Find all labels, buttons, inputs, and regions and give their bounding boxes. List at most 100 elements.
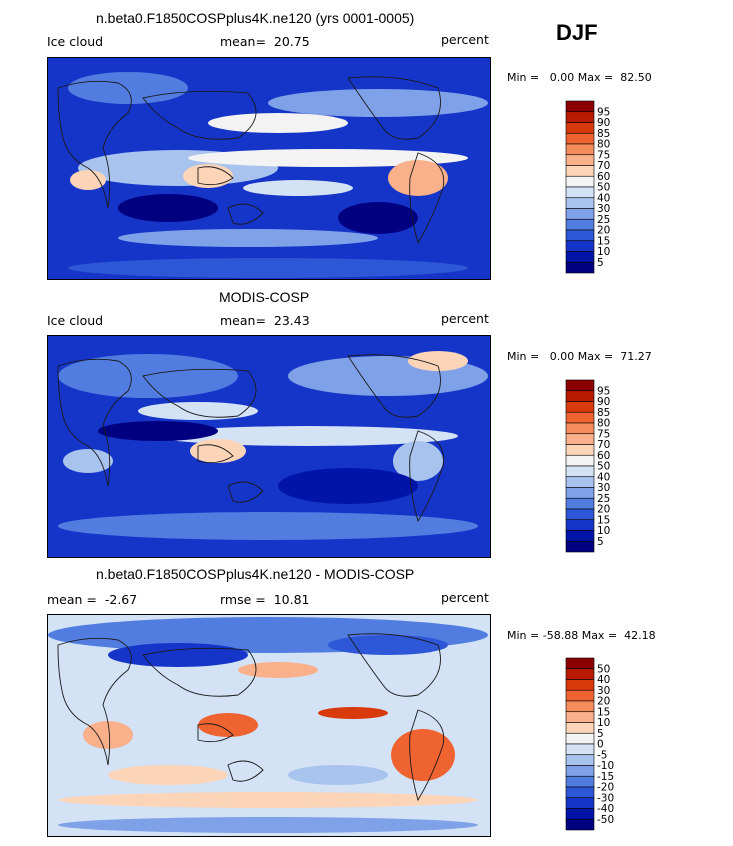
cloud-field — [118, 194, 218, 222]
difference-field — [288, 765, 388, 785]
colorbar-tick-label: -40 — [597, 803, 614, 815]
panel3-title: n.beta0.F1850COSPplus4K.ne120 - MODIS-CO… — [96, 566, 415, 582]
difference-field — [83, 721, 133, 749]
colorbar-swatch — [565, 444, 595, 456]
panel2-map — [47, 335, 491, 558]
cloud-field — [338, 202, 418, 234]
colorbar-swatch — [565, 818, 595, 831]
colorbar-swatch — [565, 433, 595, 445]
cloud-field — [188, 149, 468, 167]
colorbar-tick-label: 40 — [597, 674, 610, 686]
colorbar-tick-label: -15 — [597, 771, 614, 783]
panel3-mean: mean = -2.67 — [47, 592, 137, 607]
colorbar-swatch — [565, 465, 595, 478]
panel2-colorbar-swatches — [565, 379, 595, 553]
colorbar-tick-label: 75 — [597, 149, 610, 161]
cloud-field — [278, 468, 418, 504]
panel2-variable: Ice cloud — [47, 313, 104, 328]
colorbar-swatch — [565, 422, 595, 435]
panel1-minmax: Min = 0.00 Max = 82.50 — [507, 71, 652, 84]
panel1-title: n.beta0.F1850COSPplus4K.ne120 (yrs 0001-… — [96, 10, 415, 26]
colorbar-tick-label: 0 — [597, 739, 604, 751]
cloud-field — [208, 113, 348, 133]
colorbar-tick-label: 70 — [597, 160, 610, 172]
colorbar-swatch — [565, 540, 595, 553]
panel1-mean: mean= 20.75 — [220, 34, 310, 49]
colorbar-swatch — [565, 743, 595, 756]
panel2-title: MODIS-COSP — [219, 289, 310, 305]
colorbar-tick-label: 40 — [597, 471, 610, 483]
panel2-mean-label: mean= — [220, 313, 266, 328]
colorbar-swatch — [565, 100, 595, 113]
panel3-min-value: -58.88 — [542, 629, 579, 642]
coastlines — [57, 354, 445, 523]
colorbar-tick-label: 30 — [597, 685, 610, 697]
panel1-units: percent — [441, 32, 489, 47]
colorbar-swatch — [565, 401, 595, 413]
panel1-mean-label: mean= — [220, 34, 266, 49]
coastlines — [57, 76, 445, 245]
colorbar-tick-label: 90 — [597, 396, 610, 408]
difference-field — [108, 765, 228, 785]
colorbar-tick-label: 75 — [597, 428, 610, 440]
colorbar-swatch — [565, 689, 595, 702]
colorbar-swatch — [565, 487, 595, 499]
panel3-map — [47, 614, 491, 837]
colorbar-tick-label: 5 — [597, 257, 604, 269]
panel3-max-label: Max = — [581, 629, 618, 642]
colorbar-swatch — [565, 218, 595, 231]
colorbar-swatch — [565, 476, 595, 488]
panel3-minmax: Min = -58.88 Max = 42.18 — [507, 629, 656, 642]
panel1-map-svg — [48, 58, 490, 279]
colorbar-tick-label: -5 — [597, 749, 607, 761]
panel2-minmax: Min = 0.00 Max = 71.27 — [507, 350, 652, 363]
colorbar-tick-label: 30 — [597, 482, 610, 494]
panel2-min-value: 0.00 — [549, 350, 575, 363]
colorbar-swatch — [565, 175, 595, 188]
cloud-field — [388, 160, 448, 196]
colorbar-tick-label: 80 — [597, 418, 610, 430]
colorbar-swatch — [565, 411, 595, 424]
panel2-mean: mean= 23.43 — [220, 313, 310, 328]
cloud-field — [408, 351, 468, 371]
colorbar-swatch — [565, 508, 595, 521]
colorbar-tick-label: 10 — [597, 246, 610, 258]
colorbar-tick-label: 50 — [597, 461, 610, 473]
colorbar-tick-label: 60 — [597, 171, 610, 183]
colorbar-tick-label: -20 — [597, 782, 614, 794]
cloud-field — [268, 89, 488, 117]
colorbar-swatch — [565, 700, 595, 713]
colorbar-swatch — [565, 765, 595, 777]
coastlines — [57, 633, 445, 802]
cloud-field — [58, 512, 478, 540]
cloud-field — [393, 441, 443, 481]
colorbar-tick-label: -30 — [597, 792, 614, 804]
panel3-units: percent — [441, 590, 489, 605]
colorbar-tick-label: 85 — [597, 128, 610, 140]
season-label: DJF — [556, 20, 598, 45]
difference-field — [108, 643, 248, 667]
panel1-min-label: Min = — [507, 71, 540, 84]
colorbar-tick-label: 50 — [597, 182, 610, 194]
panel3-map-svg — [48, 615, 490, 836]
colorbar-swatch — [565, 122, 595, 134]
colorbar-swatch — [565, 454, 595, 467]
colorbar-tick-label: 20 — [597, 504, 610, 516]
cloud-field — [183, 164, 233, 188]
panel1-colorbar-swatches — [565, 100, 595, 274]
panel1-max-label: Max = — [577, 71, 614, 84]
colorbar-tick-label: 5 — [597, 728, 604, 740]
colorbar-swatch — [565, 240, 595, 252]
colorbar-swatch — [565, 775, 595, 788]
panel2-map-svg — [48, 336, 490, 557]
difference-field — [318, 707, 388, 719]
colorbar-swatch — [565, 208, 595, 220]
panel2-units: percent — [441, 311, 489, 326]
colorbar-tick-label: 80 — [597, 139, 610, 151]
colorbar-swatch — [565, 786, 595, 799]
panel3-min-label: Min = — [507, 629, 540, 642]
difference-field — [328, 635, 448, 655]
colorbar-tick-label: 40 — [597, 192, 610, 204]
